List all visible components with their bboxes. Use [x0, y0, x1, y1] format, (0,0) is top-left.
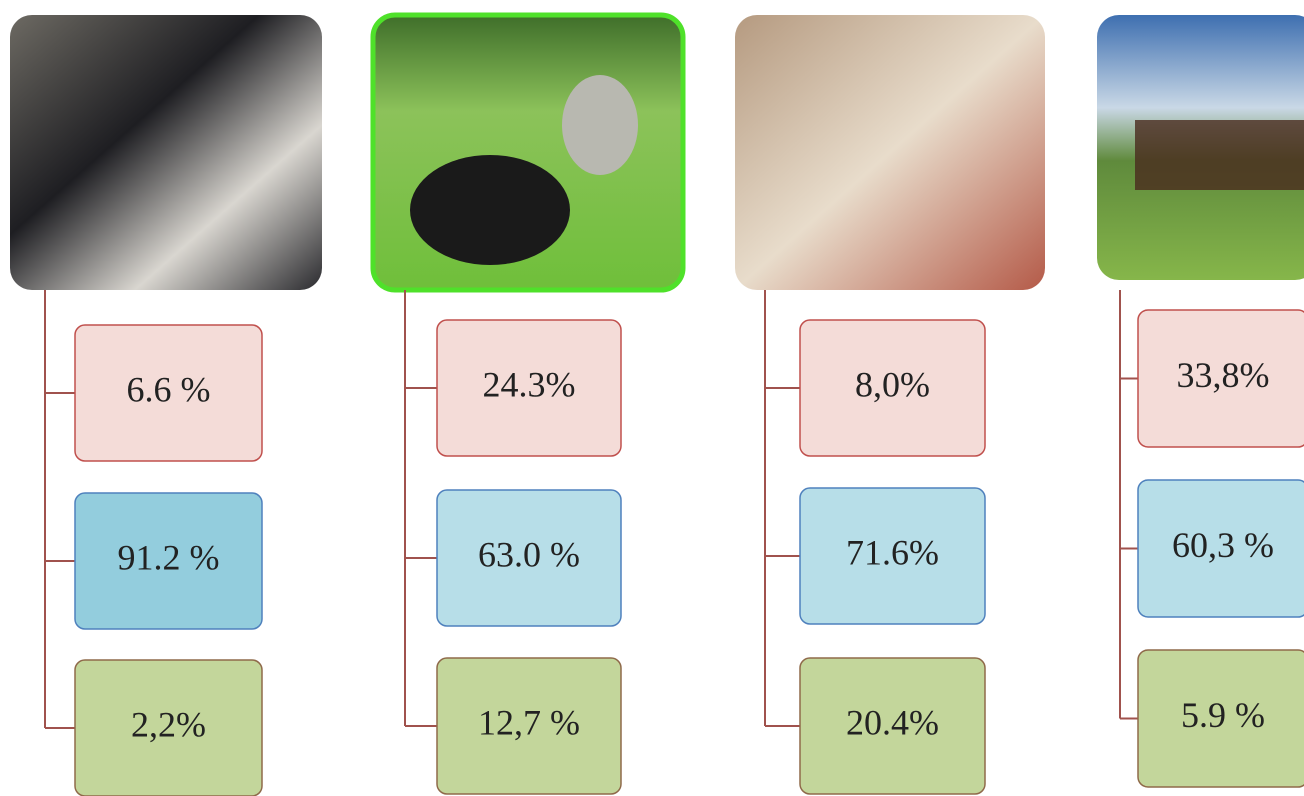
photo-detail [410, 155, 570, 265]
photo-chickens [735, 15, 1045, 290]
percent-label: 33,8% [1177, 355, 1270, 395]
percent-label: 20.4% [846, 702, 939, 742]
diagram: 6.6 % 91.2 % 2,2% 24.3% 63.0 % 12,7 % 8,0% 71.6… [0, 0, 1304, 796]
photo-detail [1135, 120, 1304, 190]
percent-label: 8,0% [855, 364, 930, 404]
percent-label: 2,2% [131, 704, 206, 744]
percent-label: 71.6% [846, 532, 939, 572]
percent-label: 60,3 % [1172, 525, 1274, 565]
percent-label: 12,7 % [478, 702, 580, 742]
percent-label: 24.3% [483, 364, 576, 404]
percent-label: 5.9 % [1181, 695, 1265, 735]
photo-detail [562, 75, 638, 175]
percent-label: 91.2 % [118, 537, 220, 577]
percent-label: 6.6 % [127, 369, 211, 409]
percent-label: 63.0 % [478, 534, 580, 574]
photo-cows [10, 15, 322, 290]
